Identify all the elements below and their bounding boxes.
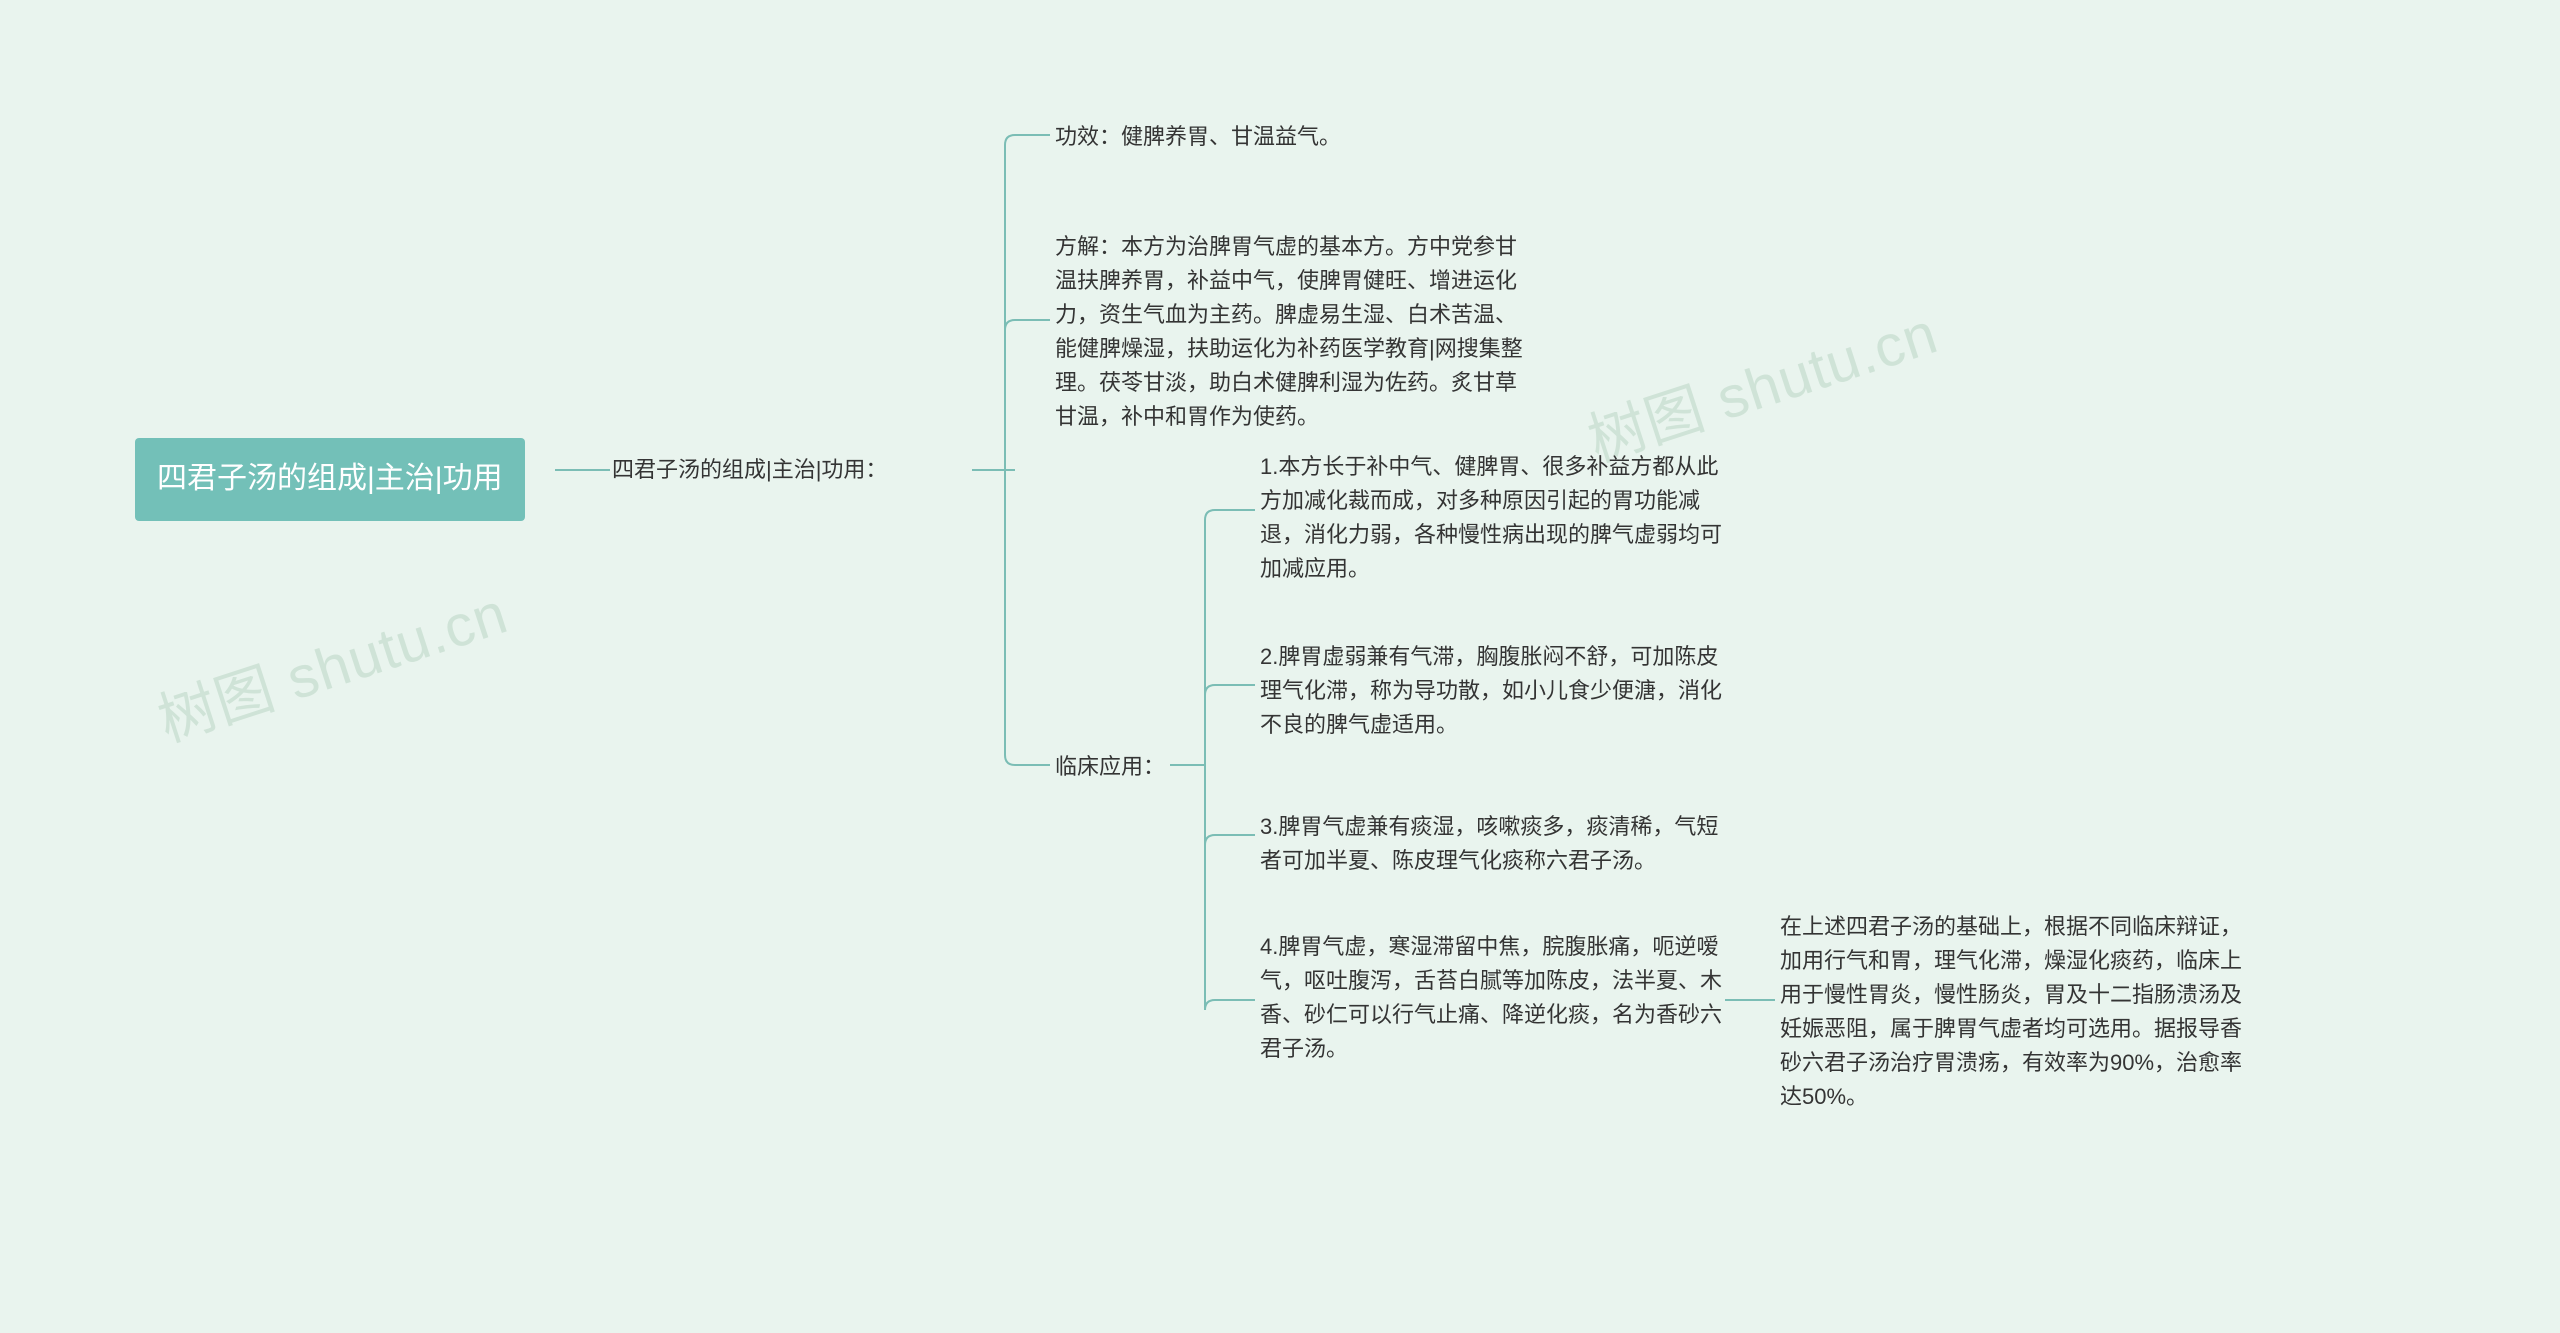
node-level2: 四君子汤的组成|主治|功用： [612,453,887,487]
node-clinical-1: 1.本方长于补中气、健脾胃、很多补益方都从此方加减化裁而成，对多种原因引起的胃功… [1260,450,1730,586]
node-fangjie: 方解：本方为治脾胃气虚的基本方。方中党参甘温扶脾养胃，补益中气，使脾胃健旺、增进… [1055,230,1525,435]
node-clinical-4b: 在上述四君子汤的基础上，根据不同临床辩证，加用行气和胃，理气化滞，燥湿化痰药，临… [1780,910,2250,1115]
node-clinical-4: 4.脾胃气虚，寒湿滞留中焦，脘腹胀痛，呃逆嗳气，呕吐腹泻，舌苔白腻等加陈皮，法半… [1260,930,1730,1066]
node-clinical-2: 2.脾胃虚弱兼有气滞，胸腹胀闷不舒，可加陈皮理气化滞，称为导功散，如小儿食少便溏… [1260,640,1730,742]
mindmap-root: 四君子汤的组成|主治|功用 [135,438,525,521]
node-efficacy: 功效：健脾养胃、甘温益气。 [1055,120,1341,154]
watermark-1: 树图 shutu.cn [146,566,517,758]
node-clinical-3: 3.脾胃气虚兼有痰湿，咳嗽痰多，痰清稀，气短者可加半夏、陈皮理气化痰称六君子汤。 [1260,810,1730,878]
node-clinical: 临床应用： [1055,750,1165,784]
